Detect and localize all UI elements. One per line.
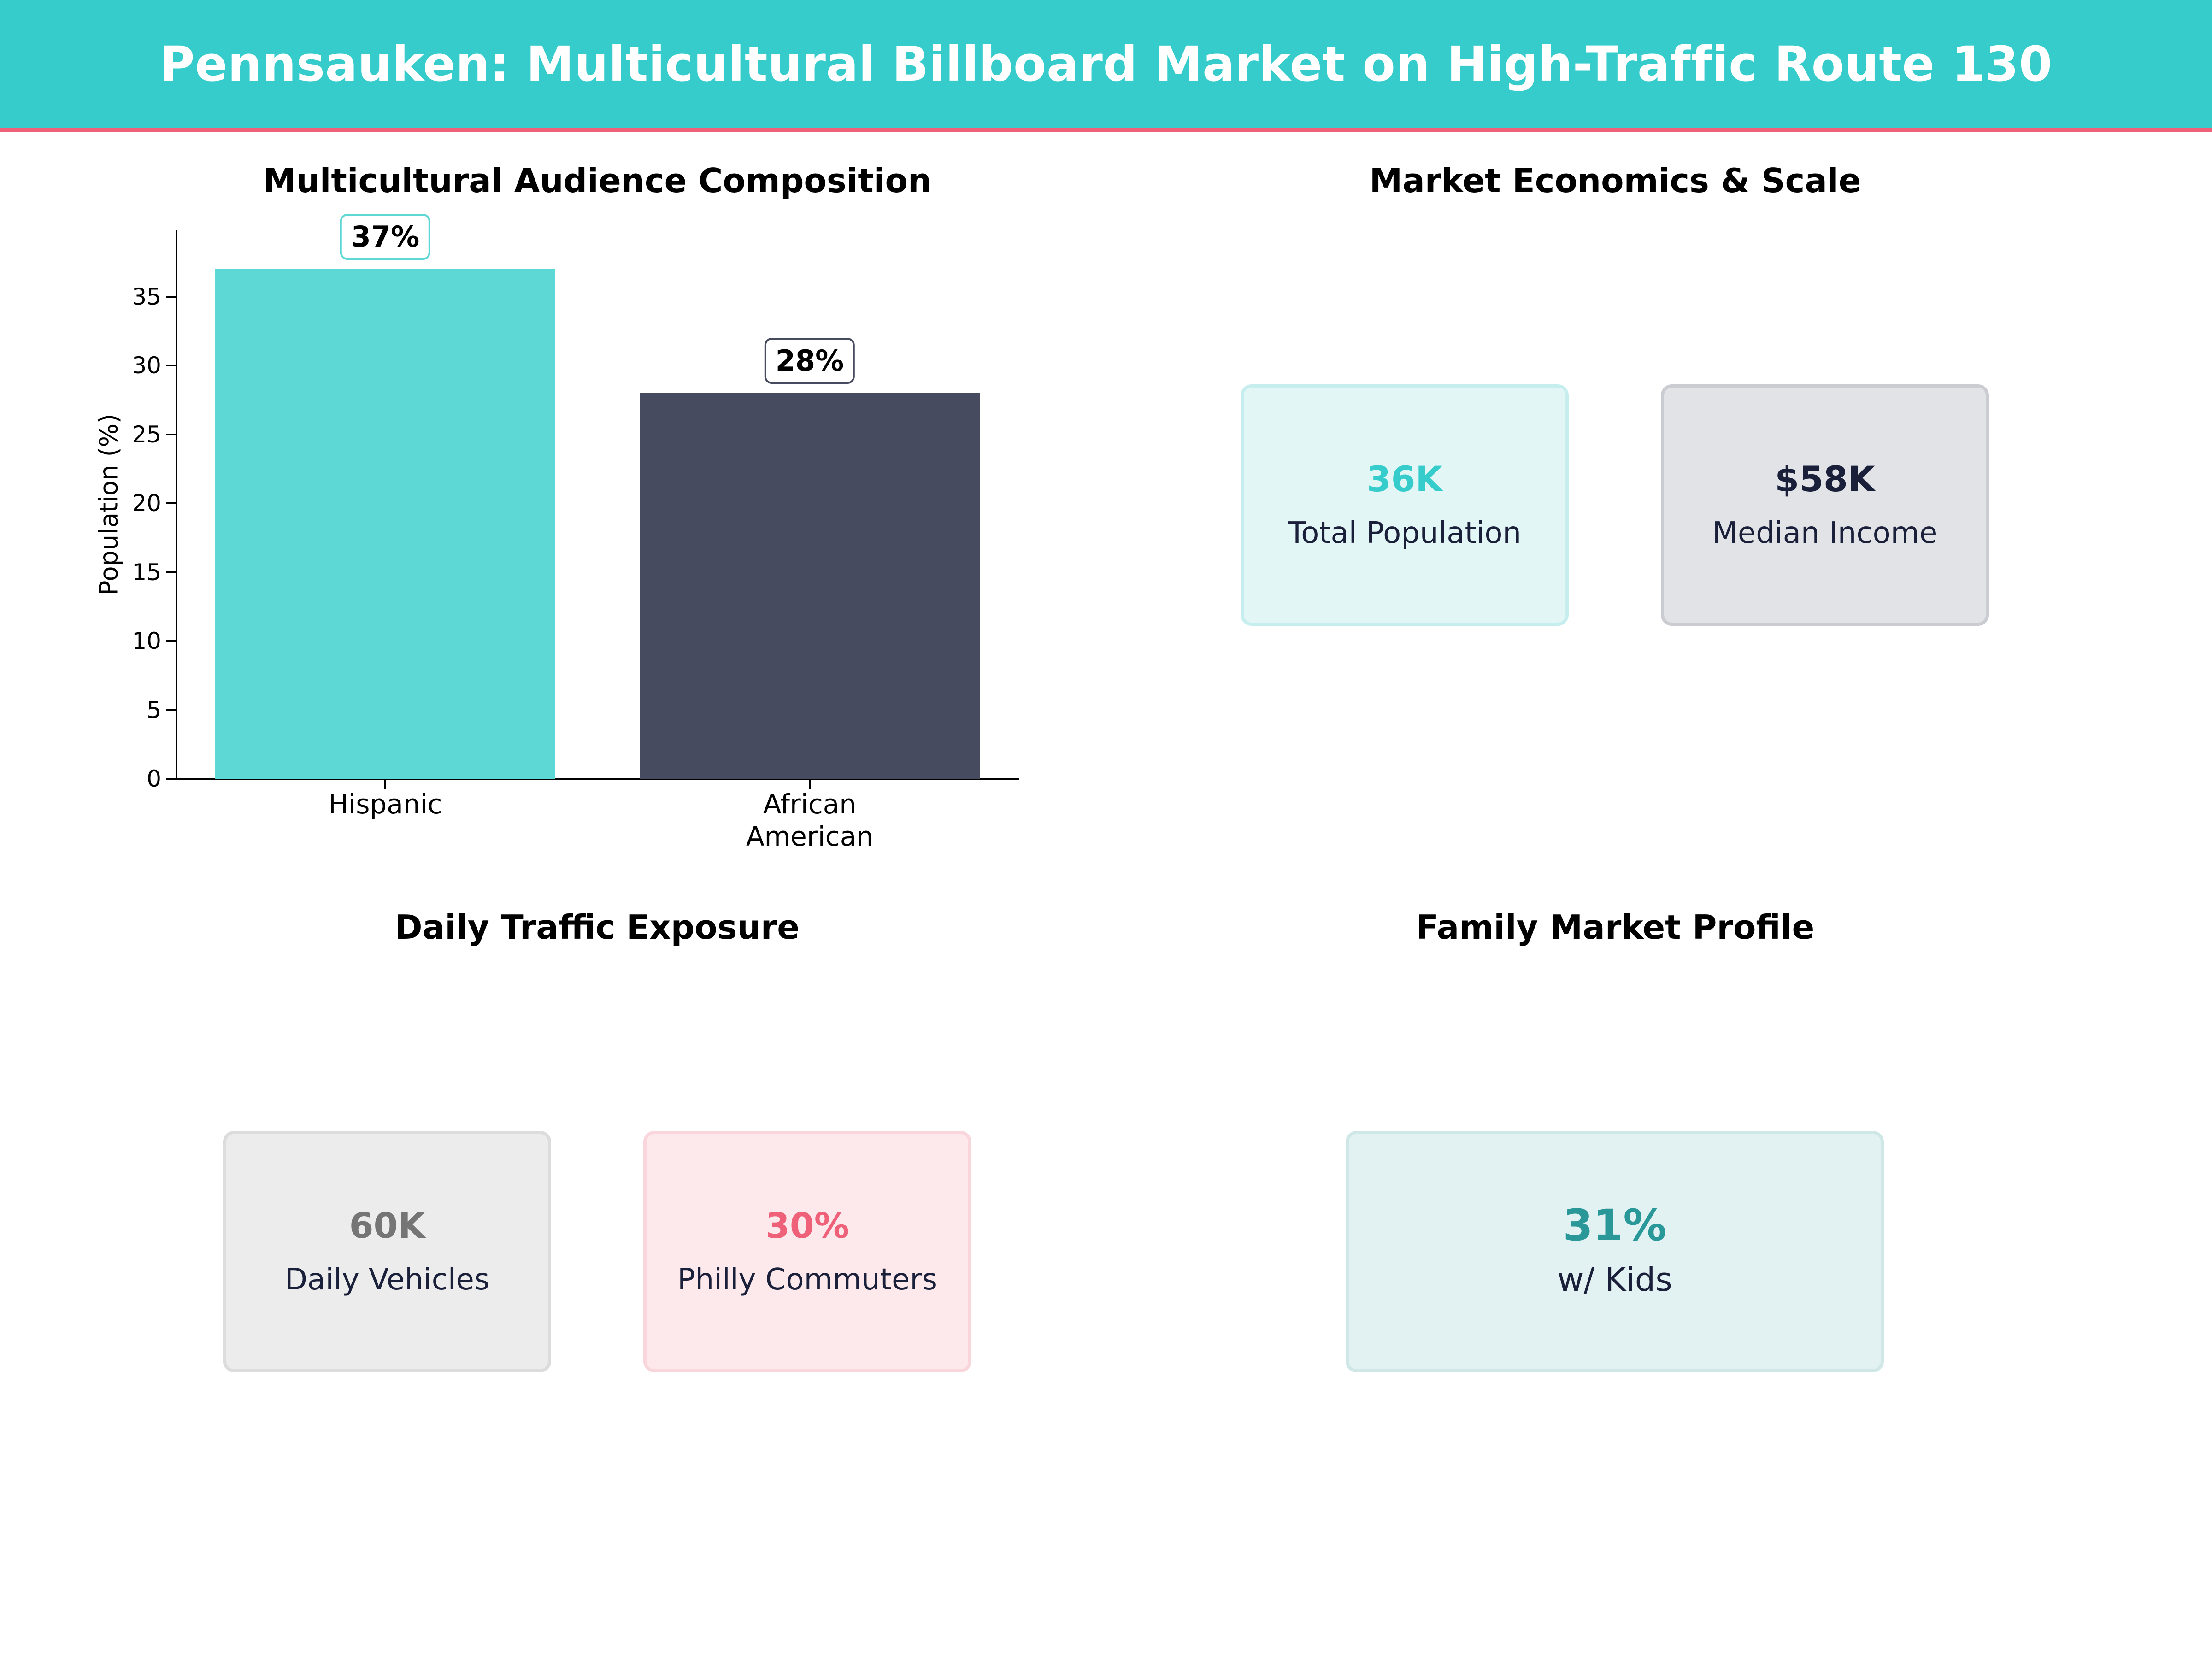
kpi-label: w/ Kids: [1557, 1261, 1672, 1299]
y-tick-label: 30: [132, 352, 161, 379]
kpi-label: Daily Vehicles: [284, 1263, 490, 1297]
y-tick: [166, 640, 176, 642]
kpi-label: Total Population: [1288, 516, 1522, 550]
y-tick: [166, 433, 176, 435]
y-tick-label: 20: [132, 490, 161, 517]
y-tick: [166, 571, 176, 573]
y-tick: [166, 502, 176, 504]
audience-panel-title: Multicultural Audience Composition: [263, 161, 932, 200]
kpi-card-median-income: $58K Median Income: [1661, 384, 1989, 626]
kpi-label: Median Income: [1712, 516, 1938, 550]
y-tick-label: 5: [147, 696, 161, 724]
kpi-value: 36K: [1366, 459, 1443, 500]
y-tick-label: 0: [147, 765, 161, 792]
bar: [640, 393, 980, 779]
traffic-panel-title: Daily Traffic Exposure: [394, 908, 800, 947]
kpi-value: 30%: [765, 1205, 849, 1246]
y-tick: [166, 778, 176, 780]
y-axis-spine: [176, 230, 177, 780]
kpi-value: 31%: [1563, 1200, 1667, 1251]
economics-panel-title: Market Economics & Scale: [1369, 161, 1861, 200]
kpi-card-daily-vehicles: 60K Daily Vehicles: [223, 1131, 551, 1372]
bar-value-label: 37%: [340, 213, 431, 260]
y-tick-label: 25: [132, 421, 161, 448]
kpi-label: Philly Commuters: [677, 1263, 937, 1297]
x-axis-spine: [176, 778, 1019, 780]
kpi-value: $58K: [1775, 459, 1875, 500]
page-title: Pennsauken: Multicultural Billboard Mark…: [159, 36, 2053, 92]
y-tick: [166, 365, 176, 366]
x-tick-label: Hispanic: [328, 788, 442, 820]
y-tick: [166, 295, 176, 298]
y-tick-label: 10: [132, 628, 161, 654]
kpi-card-philly-commuters: 30% Philly Commuters: [643, 1131, 971, 1372]
kpi-card-with-kids: 31% w/ Kids: [1346, 1131, 1884, 1372]
bar-value-label: 28%: [764, 337, 855, 384]
x-tick: [384, 780, 386, 789]
y-tick: [166, 709, 176, 711]
kpi-value: 60K: [349, 1205, 425, 1246]
x-tick: [809, 780, 811, 789]
y-tick-label: 35: [132, 283, 161, 310]
x-tick-label: African American: [746, 788, 874, 852]
bar: [215, 269, 555, 779]
audience-bar-chart: Population (%) 0 5 10 15 20 25 30 35 37% Hispanic…: [0, 0, 1106, 876]
family-panel-title: Family Market Profile: [1416, 908, 1815, 947]
y-tick-label: 15: [132, 559, 161, 586]
kpi-card-total-population: 36K Total Population: [1241, 384, 1569, 626]
header-banner: Pennsauken: Multicultural Billboard Mark…: [0, 0, 2212, 132]
